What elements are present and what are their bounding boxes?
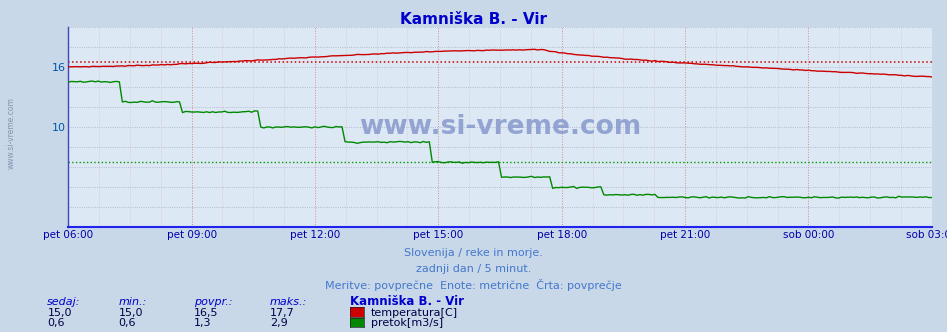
Text: 17,7: 17,7 [270,308,295,318]
Text: www.si-vreme.com: www.si-vreme.com [7,97,16,169]
Text: Kamniška B. - Vir: Kamniška B. - Vir [400,12,547,27]
Text: 16,5: 16,5 [194,308,219,318]
Text: zadnji dan / 5 minut.: zadnji dan / 5 minut. [416,264,531,274]
Text: maks.:: maks.: [270,297,307,307]
Text: 1,3: 1,3 [194,318,211,328]
Text: min.:: min.: [118,297,147,307]
Text: 0,6: 0,6 [47,318,64,328]
Text: Meritve: povprečne  Enote: metrične  Črta: povprečje: Meritve: povprečne Enote: metrične Črta:… [325,279,622,291]
Text: 0,6: 0,6 [118,318,135,328]
Text: temperatura[C]: temperatura[C] [371,308,458,318]
Text: www.si-vreme.com: www.si-vreme.com [359,114,641,140]
Text: Kamniška B. - Vir: Kamniška B. - Vir [350,295,464,308]
Text: povpr.:: povpr.: [194,297,233,307]
Text: 15,0: 15,0 [118,308,143,318]
Text: 2,9: 2,9 [270,318,288,328]
Text: 15,0: 15,0 [47,308,72,318]
Text: pretok[m3/s]: pretok[m3/s] [371,318,443,328]
Text: Slovenija / reke in morje.: Slovenija / reke in morje. [404,248,543,258]
Text: sedaj:: sedaj: [47,297,80,307]
